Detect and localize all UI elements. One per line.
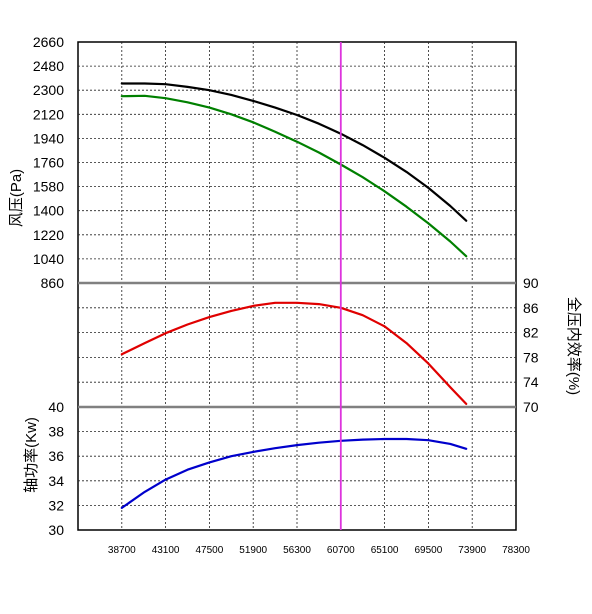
pressure-tick-label: 1400: [33, 203, 64, 219]
power-tick-label: 36: [48, 448, 64, 464]
pressure-tick-label: 1940: [33, 130, 64, 146]
power-tick-label: 40: [48, 399, 64, 415]
efficiency-axis-title: 全压内效率(%): [565, 297, 583, 395]
pressure-tick-label: 2480: [33, 58, 64, 74]
x-tick-label: 60700: [327, 545, 355, 556]
efficiency-tick-label: 90: [523, 275, 539, 291]
pressure-series-line-1: [120, 94, 468, 258]
power-series-line-0: [120, 437, 468, 509]
power-tick-label: 30: [48, 522, 64, 538]
x-tick-label: 47500: [195, 545, 223, 556]
x-tick-label: 43100: [152, 545, 180, 556]
pressure-tick-label: 860: [41, 275, 65, 291]
efficiency-tick-label: 82: [523, 325, 539, 341]
efficiency-tick-label: 74: [523, 374, 539, 390]
power-axis-title: 轴功率(Kw): [23, 417, 40, 493]
x-tick-label: 69500: [414, 545, 442, 556]
pressure-tick-label: 2660: [33, 34, 64, 50]
efficiency-tick-label: 86: [523, 300, 539, 316]
x-tick-label: 78300: [502, 545, 530, 556]
series-layer: [120, 82, 468, 509]
x-tick-label: 38700: [108, 545, 136, 556]
x-tick-label: 56300: [283, 545, 311, 556]
pressure-tick-label: 1760: [33, 155, 64, 171]
x-tick-label: 73900: [458, 545, 486, 556]
pressure-tick-label: 1040: [33, 251, 64, 267]
efficiency-tick-label: 70: [523, 399, 539, 415]
x-tick-label: 51900: [239, 545, 267, 556]
pressure-tick-label: 1220: [33, 227, 64, 243]
pressure-tick-label: 2120: [33, 106, 64, 122]
efficiency-tick-label: 78: [523, 349, 539, 365]
pressure-tick-label: 2300: [33, 82, 64, 98]
grid: [78, 42, 516, 530]
power-tick-label: 32: [48, 497, 64, 513]
pressure-tick-label: 1580: [33, 179, 64, 195]
power-tick-label: 34: [48, 473, 64, 489]
x-tick-label: 65100: [371, 545, 399, 556]
power-tick-label: 38: [48, 424, 64, 440]
tick-labels: 38700 43100 47500 51900 56300 60700 65100 69500…: [33, 34, 539, 556]
efficiency-series-line-0: [120, 301, 468, 405]
panel-separators: [78, 281, 516, 409]
pressure-series-line-0: [120, 82, 468, 222]
pressure-axis-title: 风压(Pa): [8, 169, 25, 227]
